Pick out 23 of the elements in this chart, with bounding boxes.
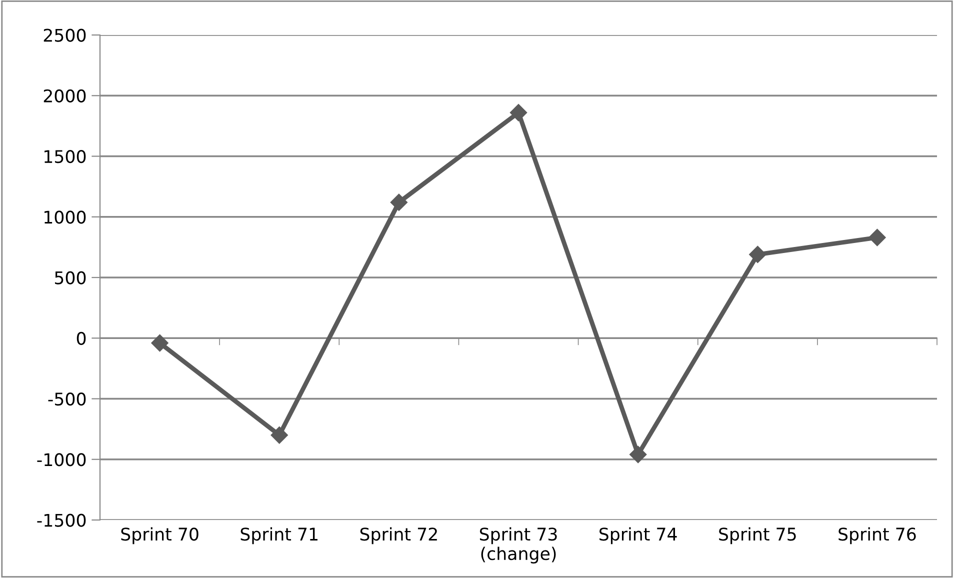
- x-tick-label: Sprint 71: [240, 527, 318, 544]
- x-tick-label: Sprint 72: [360, 527, 437, 544]
- y-tick-label: 1000: [44, 210, 86, 224]
- y-tick-label: 2000: [44, 89, 86, 102]
- x-tick-label: Sprint 73 (change): [480, 527, 557, 564]
- y-tick-label: 0: [76, 332, 86, 345]
- x-tick-label: Sprint 76: [838, 527, 916, 544]
- x-tick-label: Sprint 74: [600, 527, 677, 544]
- y-tick-label: 2500: [44, 28, 86, 42]
- point: [630, 446, 647, 464]
- y-tick-label: -500: [48, 392, 86, 406]
- x-tick-label: Sprint 75: [719, 527, 796, 544]
- y-tick-label: 500: [55, 271, 86, 284]
- point: [270, 426, 288, 444]
- point: [390, 194, 408, 211]
- point: [749, 246, 766, 264]
- y-tick-label: -1500: [37, 514, 86, 527]
- y-tick-label: 1500: [44, 150, 86, 164]
- y-tick-label: -1000: [37, 453, 86, 466]
- point: [510, 104, 528, 122]
- point: [868, 228, 886, 246]
- point: [151, 334, 168, 352]
- x-tick-label: Sprint 70: [121, 527, 198, 544]
